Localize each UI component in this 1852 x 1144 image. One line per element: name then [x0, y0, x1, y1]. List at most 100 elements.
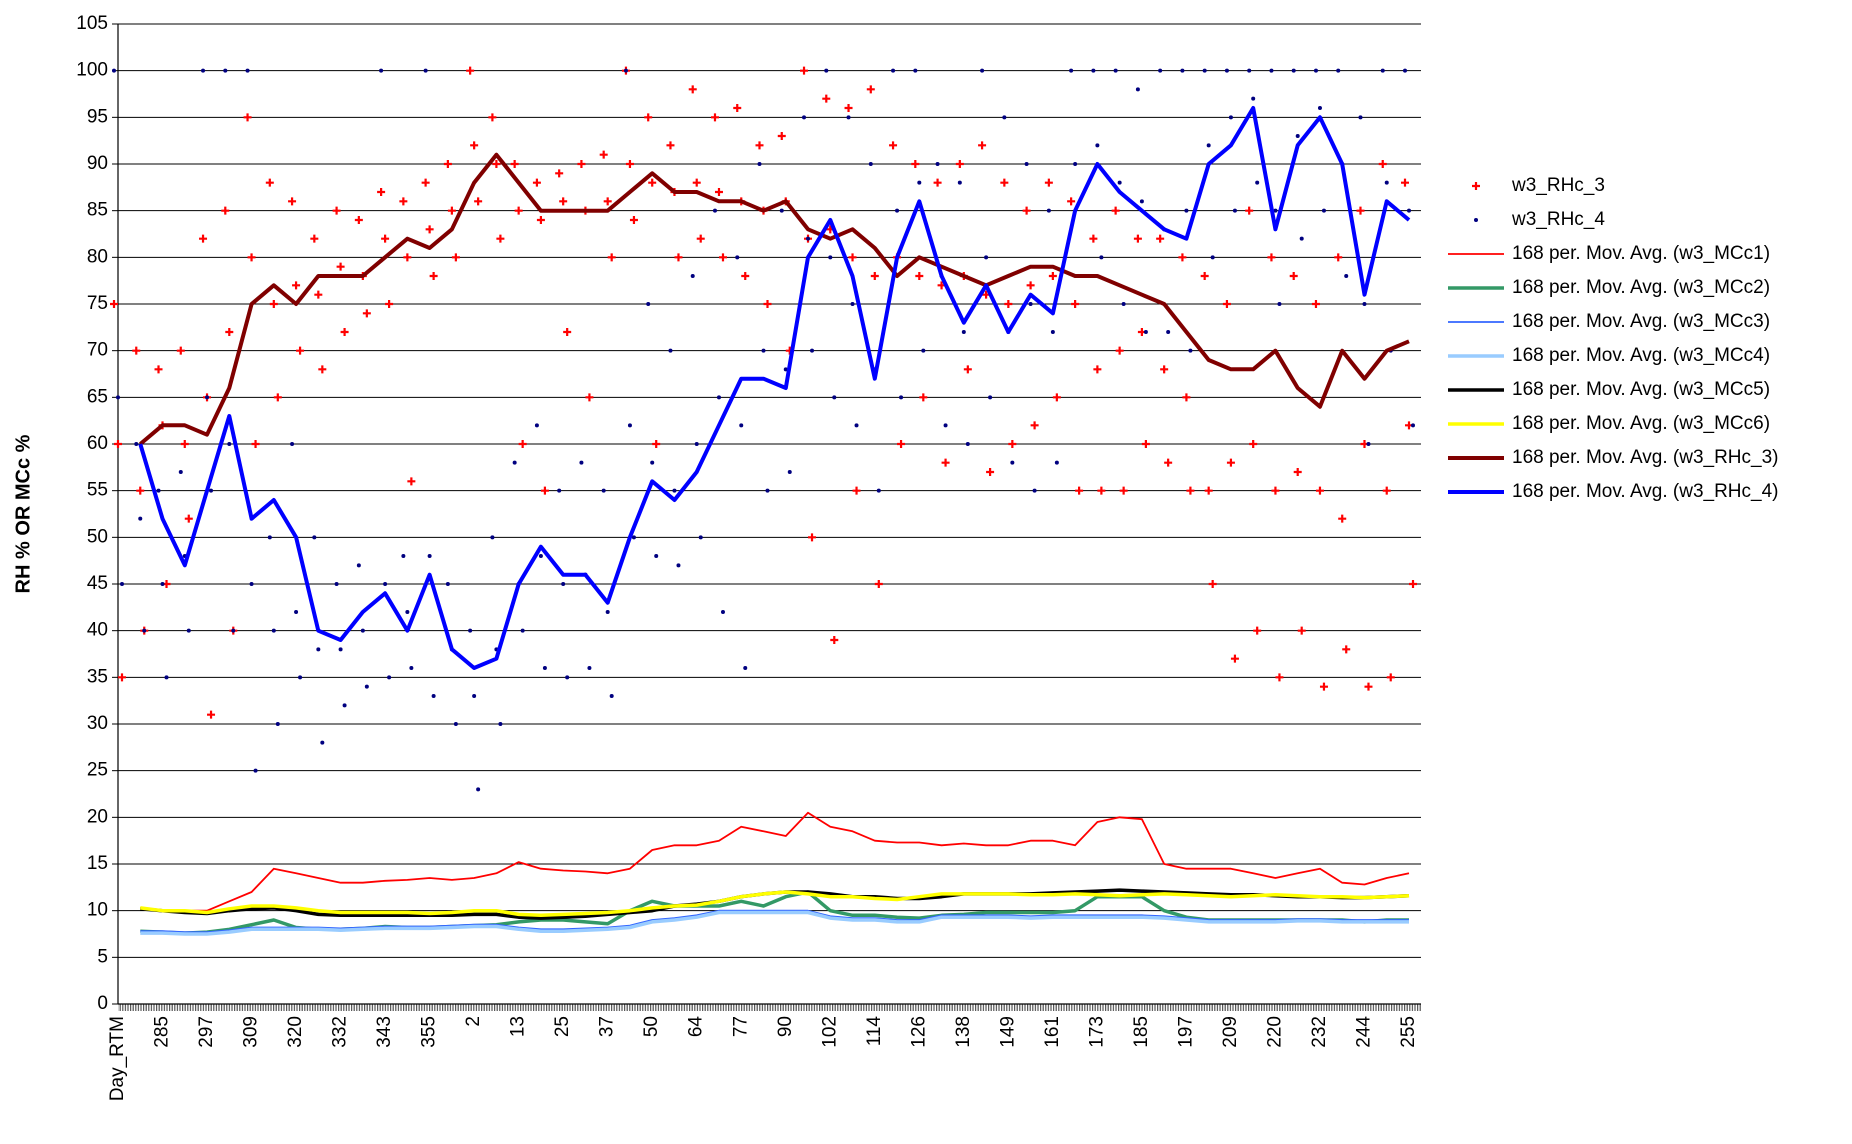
scatter-point	[806, 236, 811, 241]
scatter-point	[1334, 253, 1343, 262]
scatter-point	[180, 440, 189, 448]
line-series	[139, 152, 1410, 446]
scatter-point	[1160, 365, 1169, 374]
scatter-point	[1004, 300, 1013, 308]
scatter-point	[674, 253, 683, 262]
scatter-point	[585, 393, 594, 402]
scatter-point	[1401, 178, 1409, 187]
scatter-point	[694, 442, 699, 446]
scatter-point	[915, 272, 924, 280]
scatter-point	[118, 673, 126, 682]
scatter-point	[472, 694, 477, 698]
scatter-point	[1091, 68, 1096, 73]
scatter-point	[518, 440, 527, 448]
scatter-point	[132, 346, 141, 355]
scatter-point	[116, 395, 120, 400]
scatter-point	[895, 208, 900, 213]
scatter-point	[334, 582, 339, 586]
scatter-point	[1115, 346, 1124, 355]
y-tick-label: 15	[87, 853, 108, 874]
scatter-point	[765, 488, 770, 493]
scatter-point	[356, 563, 361, 568]
y-tick-label: 85	[87, 200, 108, 221]
scatter-point	[563, 328, 572, 336]
scatter-point	[1378, 160, 1387, 168]
scatter-point	[1089, 234, 1098, 243]
scatter-point	[409, 666, 414, 670]
scatter-point	[1026, 281, 1035, 290]
scatter-point	[943, 423, 948, 428]
line-series	[140, 811, 1410, 912]
scatter-point	[961, 330, 966, 334]
scatter-point	[178, 470, 183, 474]
scatter-point	[445, 582, 450, 586]
legend-item: 168 per. Mov. Avg. (w3_MCc6)	[1448, 413, 1770, 434]
scatter-point	[265, 178, 274, 187]
scatter-point	[822, 94, 831, 103]
y-tick-label: 0	[97, 993, 108, 1014]
scatter-point	[429, 272, 438, 280]
scatter-point	[599, 150, 608, 159]
scatter-point	[986, 468, 995, 476]
y-tick-label: 80	[87, 246, 108, 267]
scatter-point	[1275, 673, 1284, 682]
x-axis-hatch	[118, 1004, 1421, 1011]
scatter-point	[1119, 486, 1128, 495]
scatter-point	[451, 253, 460, 262]
x-tick-label: 332	[330, 1016, 351, 1048]
scatter-point	[273, 393, 282, 402]
scatter-point	[1158, 68, 1163, 73]
scatter-point	[267, 535, 272, 540]
scatter-point	[607, 253, 616, 262]
scatter-point	[1073, 162, 1078, 166]
scatter-point	[1143, 330, 1148, 334]
scatter-point	[579, 460, 584, 465]
line-series	[140, 910, 1409, 936]
scatter-point	[221, 206, 230, 215]
legend-item: 168 per. Mov. Avg. (w3_MCc2)	[1448, 277, 1770, 298]
y-tick-label: 90	[87, 153, 108, 174]
scatter-point	[941, 458, 950, 467]
scatter-point	[492, 160, 501, 168]
scatter-point	[965, 442, 970, 446]
scatter-point	[1071, 300, 1080, 308]
scatter-point	[1380, 68, 1385, 73]
scatter-point	[866, 85, 875, 94]
scatter-point	[1069, 68, 1074, 73]
scatter-point	[1000, 178, 1009, 187]
scatter-point	[253, 768, 258, 773]
scatter-point	[644, 113, 653, 122]
scatter-point	[490, 535, 495, 540]
scatter-point	[510, 160, 519, 168]
scatter-point	[935, 162, 940, 166]
scatter-point	[1336, 68, 1341, 73]
scatter-point	[627, 423, 632, 428]
scatter-point	[921, 348, 926, 353]
scatter-point	[314, 290, 323, 299]
x-tick-label: 102	[819, 1016, 840, 1048]
scatter-point	[1344, 274, 1349, 278]
scatter-point	[421, 178, 430, 187]
scatter-point	[1210, 255, 1215, 260]
scatter-point	[245, 68, 250, 73]
y-tick-label: 70	[87, 340, 108, 361]
scatter-point	[1295, 134, 1300, 138]
scatter-point	[1409, 580, 1417, 588]
scatter-point	[476, 787, 481, 792]
scatter-point	[138, 516, 143, 521]
x-tick-label: 320	[285, 1016, 306, 1048]
legend-item: 168 per. Mov. Avg. (w3_MCc3)	[1448, 311, 1770, 332]
x-tick-label: 197	[1175, 1016, 1196, 1048]
legend-marker	[1472, 182, 1480, 190]
scatter-point	[666, 141, 675, 150]
legend-label: w3_RHc_4	[1511, 209, 1605, 230]
scatter-point	[112, 68, 116, 73]
scatter-point	[534, 423, 539, 428]
scatter-point	[310, 234, 319, 243]
y-axis-title: RH % OR MCc %	[12, 434, 34, 593]
scatter-point	[710, 113, 719, 122]
y-tick-label: 60	[87, 433, 108, 454]
scatter-point	[848, 253, 857, 262]
scatter-series	[112, 68, 1415, 792]
line-series	[140, 890, 1410, 918]
